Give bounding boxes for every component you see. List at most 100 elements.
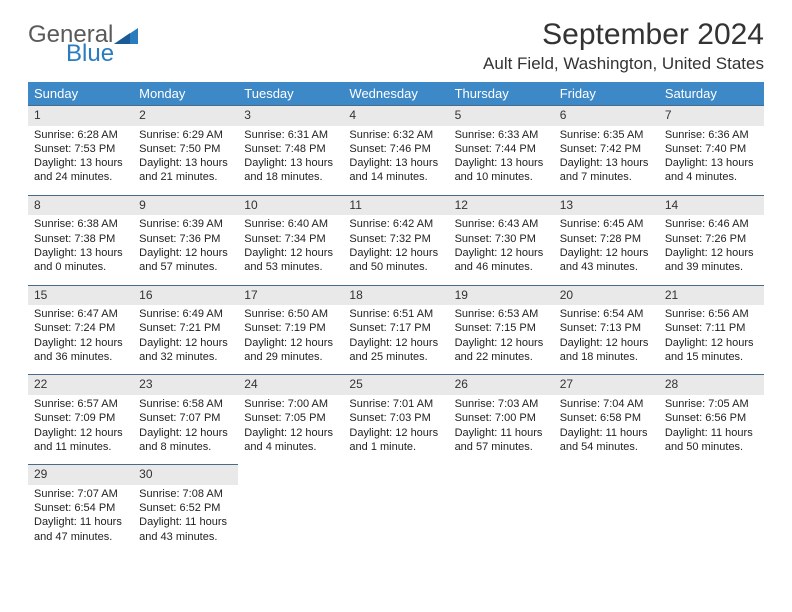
day-number-cell: [238, 465, 343, 485]
daylight-line: Daylight: 11 hours and 57 minutes.: [455, 426, 548, 455]
sunset-line: Sunset: 7:07 PM: [139, 411, 232, 425]
daylight-line: Daylight: 12 hours and 32 minutes.: [139, 336, 232, 365]
day-content-cell: [659, 485, 764, 554]
day-content-cell: Sunrise: 6:50 AMSunset: 7:19 PMDaylight:…: [238, 305, 343, 375]
day-number-cell: [343, 465, 448, 485]
day-number-cell: [659, 465, 764, 485]
day-number-cell: 22: [28, 375, 133, 395]
sunrise-line: Sunrise: 6:40 AM: [244, 217, 337, 231]
sunset-line: Sunset: 7:48 PM: [244, 142, 337, 156]
daylight-line: Daylight: 12 hours and 11 minutes.: [34, 426, 127, 455]
day-content-cell: Sunrise: 7:05 AMSunset: 6:56 PMDaylight:…: [659, 395, 764, 465]
day-content-cell: Sunrise: 7:08 AMSunset: 6:52 PMDaylight:…: [133, 485, 238, 554]
day-number-cell: [554, 465, 659, 485]
daylight-line: Daylight: 12 hours and 50 minutes.: [349, 246, 442, 275]
sunset-line: Sunset: 7:38 PM: [34, 232, 127, 246]
day-number-cell: 18: [343, 285, 448, 305]
logo-word-blue: Blue: [66, 43, 114, 66]
daylight-line: Daylight: 11 hours and 47 minutes.: [34, 515, 127, 544]
sunset-line: Sunset: 7:05 PM: [244, 411, 337, 425]
weekday-header: Wednesday: [343, 82, 448, 106]
day-number-cell: [449, 465, 554, 485]
day-content-cell: [449, 485, 554, 554]
sunrise-line: Sunrise: 6:43 AM: [455, 217, 548, 231]
sunrise-line: Sunrise: 6:32 AM: [349, 128, 442, 142]
day-content-cell: Sunrise: 6:58 AMSunset: 7:07 PMDaylight:…: [133, 395, 238, 465]
sunrise-line: Sunrise: 7:04 AM: [560, 397, 653, 411]
sunset-line: Sunset: 7:28 PM: [560, 232, 653, 246]
day-number-cell: 29: [28, 465, 133, 485]
daylight-line: Daylight: 12 hours and 36 minutes.: [34, 336, 127, 365]
daylight-line: Daylight: 12 hours and 53 minutes.: [244, 246, 337, 275]
sunrise-line: Sunrise: 6:45 AM: [560, 217, 653, 231]
daylight-line: Daylight: 13 hours and 0 minutes.: [34, 246, 127, 275]
header: General Blue September 2024 Ault Field, …: [28, 18, 764, 74]
day-content-cell: [238, 485, 343, 554]
day-content-cell: Sunrise: 6:46 AMSunset: 7:26 PMDaylight:…: [659, 215, 764, 285]
day-number-cell: 5: [449, 106, 554, 126]
sunrise-line: Sunrise: 7:03 AM: [455, 397, 548, 411]
sunrise-line: Sunrise: 6:49 AM: [139, 307, 232, 321]
weekday-header: Friday: [554, 82, 659, 106]
sunrise-line: Sunrise: 6:46 AM: [665, 217, 758, 231]
sunset-line: Sunset: 7:40 PM: [665, 142, 758, 156]
day-content-cell: Sunrise: 6:29 AMSunset: 7:50 PMDaylight:…: [133, 126, 238, 196]
day-number-row: 22232425262728: [28, 375, 764, 395]
day-content-row: Sunrise: 6:47 AMSunset: 7:24 PMDaylight:…: [28, 305, 764, 375]
sunset-line: Sunset: 7:53 PM: [34, 142, 127, 156]
day-number-cell: 19: [449, 285, 554, 305]
daylight-line: Daylight: 13 hours and 18 minutes.: [244, 156, 337, 185]
weekday-header: Tuesday: [238, 82, 343, 106]
day-number-cell: 10: [238, 195, 343, 215]
day-content-cell: Sunrise: 7:07 AMSunset: 6:54 PMDaylight:…: [28, 485, 133, 554]
daylight-line: Daylight: 11 hours and 50 minutes.: [665, 426, 758, 455]
day-number-cell: 25: [343, 375, 448, 395]
sunrise-line: Sunrise: 6:33 AM: [455, 128, 548, 142]
day-content-cell: Sunrise: 6:39 AMSunset: 7:36 PMDaylight:…: [133, 215, 238, 285]
sunset-line: Sunset: 7:42 PM: [560, 142, 653, 156]
daylight-line: Daylight: 12 hours and 57 minutes.: [139, 246, 232, 275]
month-title: September 2024: [483, 18, 764, 52]
day-content-cell: [554, 485, 659, 554]
daylight-line: Daylight: 11 hours and 54 minutes.: [560, 426, 653, 455]
sunrise-line: Sunrise: 6:31 AM: [244, 128, 337, 142]
day-content-cell: Sunrise: 6:38 AMSunset: 7:38 PMDaylight:…: [28, 215, 133, 285]
sunrise-line: Sunrise: 6:42 AM: [349, 217, 442, 231]
sunset-line: Sunset: 7:03 PM: [349, 411, 442, 425]
sunset-line: Sunset: 7:36 PM: [139, 232, 232, 246]
sunset-line: Sunset: 7:32 PM: [349, 232, 442, 246]
day-content-cell: Sunrise: 6:40 AMSunset: 7:34 PMDaylight:…: [238, 215, 343, 285]
sunrise-line: Sunrise: 6:47 AM: [34, 307, 127, 321]
day-number-cell: 27: [554, 375, 659, 395]
sunrise-line: Sunrise: 6:56 AM: [665, 307, 758, 321]
sunset-line: Sunset: 7:26 PM: [665, 232, 758, 246]
sunset-line: Sunset: 7:11 PM: [665, 321, 758, 335]
sunrise-line: Sunrise: 7:05 AM: [665, 397, 758, 411]
sunset-line: Sunset: 6:58 PM: [560, 411, 653, 425]
sunrise-line: Sunrise: 6:38 AM: [34, 217, 127, 231]
daylight-line: Daylight: 12 hours and 18 minutes.: [560, 336, 653, 365]
sunrise-line: Sunrise: 6:51 AM: [349, 307, 442, 321]
day-number-cell: 12: [449, 195, 554, 215]
sunrise-line: Sunrise: 7:00 AM: [244, 397, 337, 411]
daylight-line: Daylight: 12 hours and 15 minutes.: [665, 336, 758, 365]
daylight-line: Daylight: 12 hours and 25 minutes.: [349, 336, 442, 365]
daylight-line: Daylight: 13 hours and 24 minutes.: [34, 156, 127, 185]
day-content-cell: Sunrise: 6:56 AMSunset: 7:11 PMDaylight:…: [659, 305, 764, 375]
day-number-cell: 14: [659, 195, 764, 215]
sunset-line: Sunset: 6:54 PM: [34, 501, 127, 515]
day-number-row: 1234567: [28, 106, 764, 126]
day-number-cell: 2: [133, 106, 238, 126]
daylight-line: Daylight: 12 hours and 29 minutes.: [244, 336, 337, 365]
day-number-cell: 1: [28, 106, 133, 126]
sunrise-line: Sunrise: 6:35 AM: [560, 128, 653, 142]
day-number-cell: 24: [238, 375, 343, 395]
weekday-header: Monday: [133, 82, 238, 106]
sunset-line: Sunset: 7:19 PM: [244, 321, 337, 335]
sunrise-line: Sunrise: 6:28 AM: [34, 128, 127, 142]
day-number-cell: 20: [554, 285, 659, 305]
day-content-cell: Sunrise: 6:31 AMSunset: 7:48 PMDaylight:…: [238, 126, 343, 196]
day-number-cell: 7: [659, 106, 764, 126]
sunset-line: Sunset: 7:46 PM: [349, 142, 442, 156]
daylight-line: Daylight: 13 hours and 7 minutes.: [560, 156, 653, 185]
